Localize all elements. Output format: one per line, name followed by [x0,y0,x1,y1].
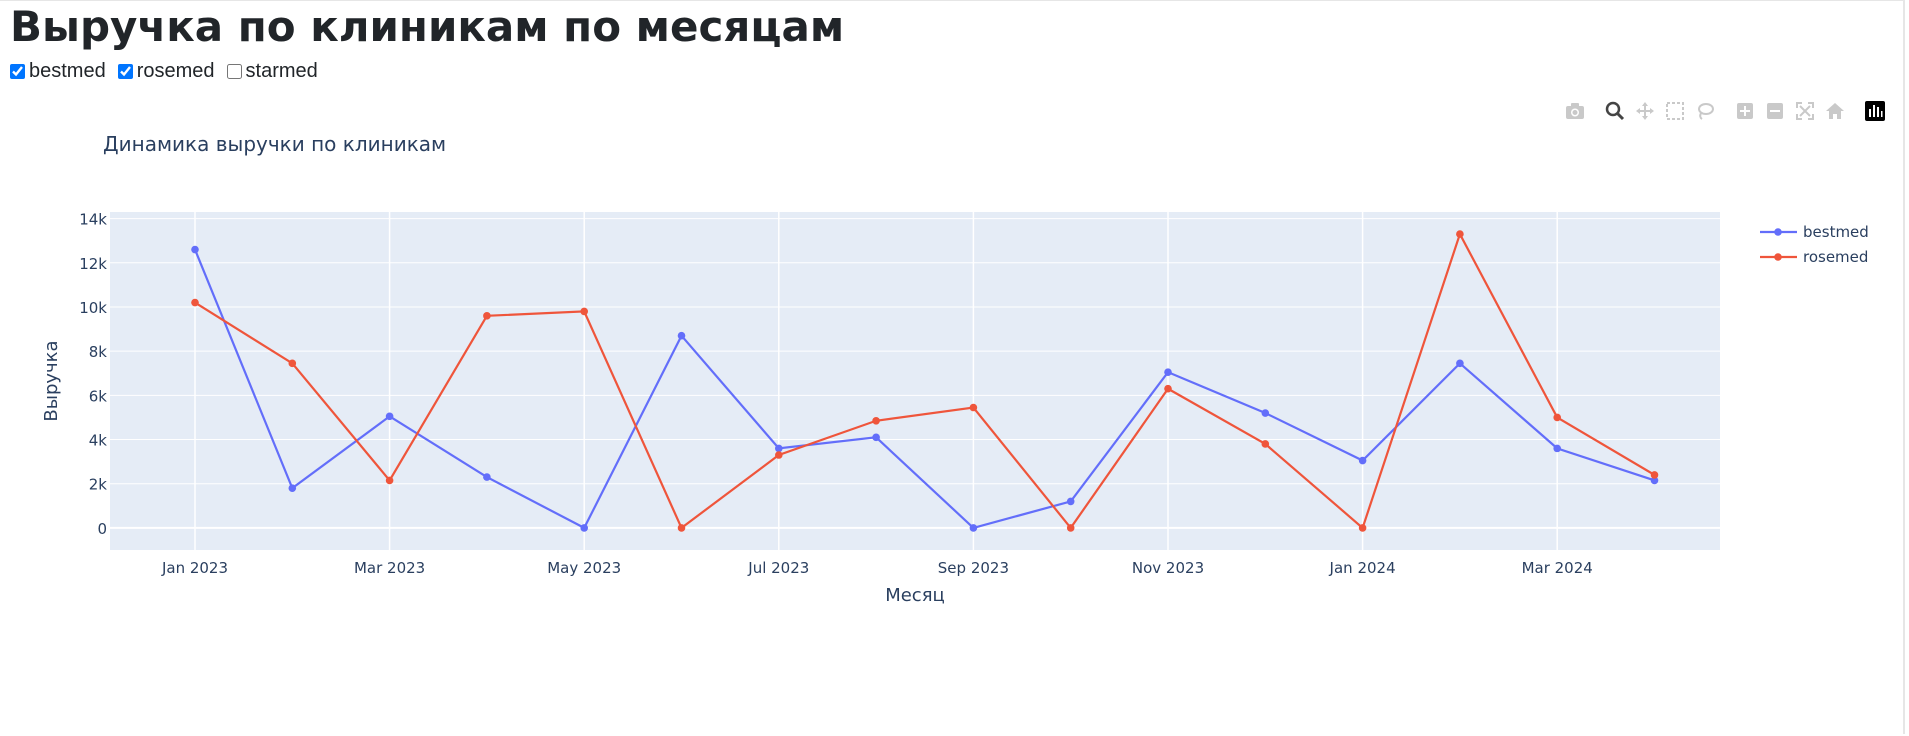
point-rosemed[interactable] [580,307,588,316]
y-tick-label: 10k [79,299,107,317]
point-bestmed[interactable] [288,484,297,492]
filter-rosemed[interactable]: rosemed [117,60,215,83]
y-tick-label: 12k [79,255,107,273]
point-bestmed[interactable] [1358,456,1367,465]
filter-bestmed-checkbox[interactable] [10,64,25,79]
x-tick-label: Sep 2023 [938,559,1009,577]
point-bestmed[interactable] [385,412,394,421]
point-bestmed[interactable] [1650,476,1659,485]
y-tick-label: 6k [89,387,108,405]
point-rosemed[interactable] [1456,230,1464,238]
legend-label: bestmed [1803,223,1869,241]
x-tick-label: Jan 2023 [161,559,228,577]
legend-item-bestmed[interactable]: bestmed [1760,223,1869,241]
point-bestmed[interactable] [1456,359,1464,368]
point-bestmed[interactable] [1164,368,1172,376]
series-line-bestmed [193,249,1655,530]
y-tick-label: 4k [89,432,108,450]
pan-icon[interactable] [1630,99,1660,123]
point-bestmed[interactable] [1261,409,1270,417]
point-bestmed[interactable] [1066,497,1075,506]
camera-icon[interactable] [1560,99,1590,123]
x-tick-label: Mar 2024 [1522,559,1593,577]
point-rosemed[interactable] [1066,524,1075,532]
y-tick-label: 2k [89,476,108,494]
plot-area [110,212,1720,550]
filter-starmed[interactable]: starmed [226,60,318,83]
page-title: Выручка по клиникам по месяцам [10,2,845,51]
point-rosemed[interactable] [385,476,394,485]
legend-item-rosemed[interactable]: rosemed [1760,248,1868,266]
point-rosemed[interactable] [775,451,783,459]
point-bestmed[interactable] [872,433,880,442]
x-tick-label: May 2023 [547,559,621,577]
point-bestmed[interactable] [580,524,588,532]
chart-modebar [1560,99,1890,123]
point-rosemed[interactable] [191,298,199,307]
x-axis-label: Месяц [885,585,945,606]
y-tick-label: 14k [79,211,107,229]
line-chart[interactable]: Динамика выручки по клиникам 0 2k 4k 6k 8k 10… [0,120,1909,620]
x-tick-label: Jul 2023 [747,559,809,577]
chart-container: Динамика выручки по клиникам 0 2k 4k 6k 8k 10… [0,120,1909,620]
zoom-out-icon[interactable] [1760,99,1790,123]
filter-rosemed-label: rosemed [136,60,215,82]
plotly-logo-icon[interactable] [1860,99,1890,123]
series-lines [193,231,1656,530]
point-rosemed[interactable] [1164,384,1172,393]
filter-rosemed-checkbox[interactable] [117,64,133,79]
box-select-icon[interactable] [1660,99,1690,123]
x-axis-ticks: Jan 2023 Mar 2023 May 2023 Jul 2023 Sep 2023… [161,559,1593,577]
point-bestmed[interactable] [969,524,978,532]
x-tick-label: Mar 2023 [354,559,425,577]
lasso-icon[interactable] [1690,99,1720,123]
point-rosemed[interactable] [872,416,880,425]
point-bestmed[interactable] [1553,444,1561,453]
point-rosemed[interactable] [969,403,978,412]
series-points [191,230,1659,532]
reset-axes-icon[interactable] [1820,99,1850,123]
chart-legend: bestmed rosemed [1760,223,1869,266]
point-bestmed[interactable] [483,473,491,481]
zoom-in-icon[interactable] [1730,99,1760,123]
y-axis-label: Выручка [41,340,62,421]
point-rosemed[interactable] [483,312,491,320]
point-bestmed[interactable] [191,245,199,254]
point-rosemed[interactable] [1358,524,1367,532]
point-rosemed[interactable] [1261,440,1270,448]
point-bestmed[interactable] [775,444,783,453]
y-tick-label: 0 [97,520,107,538]
filter-starmed-checkbox[interactable] [226,64,242,79]
filter-starmed-label: starmed [245,60,318,82]
clinic-filters: bestmed rosemed starmed [10,60,318,83]
point-bestmed[interactable] [677,331,686,340]
y-tick-label: 8k [89,343,108,361]
filter-bestmed[interactable]: bestmed [10,60,106,83]
legend-label: rosemed [1803,248,1868,266]
series-line-rosemed [194,231,1656,530]
point-rosemed[interactable] [677,524,686,532]
x-tick-label: Jan 2024 [1329,559,1396,577]
filter-bestmed-label: bestmed [29,60,106,82]
autoscale-icon[interactable] [1790,99,1820,123]
gridlines [110,212,1720,550]
chart-title: Динамика выручки по клиникам [103,132,446,156]
y-axis-ticks: 0 2k 4k 6k 8k 10k 12k 14k [79,211,107,538]
point-rosemed[interactable] [288,359,297,368]
point-rosemed[interactable] [1553,413,1561,422]
zoom-icon[interactable] [1600,99,1630,123]
x-tick-label: Nov 2023 [1132,559,1204,577]
point-rosemed[interactable] [1650,471,1659,479]
